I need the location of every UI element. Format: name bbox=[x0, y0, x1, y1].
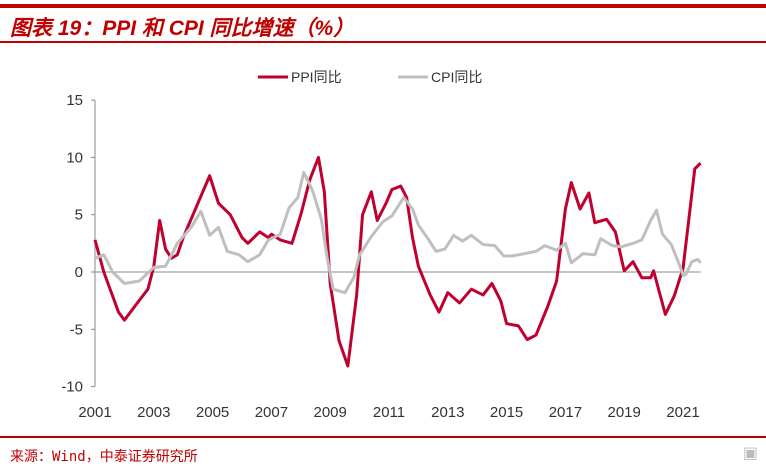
x-tick-label: 2001 bbox=[78, 404, 111, 421]
series-line-ppi bbox=[93, 155, 702, 368]
y-tick-label: 10 bbox=[66, 149, 83, 166]
y-tick-label: 0 bbox=[75, 264, 83, 281]
source-note: 来源：Wind，中泰证券研究所 bbox=[10, 449, 198, 465]
x-tick-label: 2021 bbox=[666, 404, 699, 421]
top-rule bbox=[0, 4, 766, 8]
chart-title: 图表 19：PPI 和 CPI 同比增速（%） bbox=[10, 17, 355, 40]
y-tick-label: -10 bbox=[61, 379, 83, 396]
y-tick-label: -5 bbox=[70, 321, 83, 338]
y-tick-label: 5 bbox=[75, 207, 83, 224]
x-tick-label: 2019 bbox=[608, 404, 641, 421]
x-tick-label: 2003 bbox=[137, 404, 170, 421]
x-tick-label: 2017 bbox=[549, 404, 582, 421]
x-tick-label: 2015 bbox=[490, 404, 523, 421]
x-tick-label: 2013 bbox=[431, 404, 464, 421]
y-tick-label: 15 bbox=[66, 92, 83, 109]
x-tick-label: 2009 bbox=[314, 404, 347, 421]
series-line-cpi bbox=[94, 170, 702, 295]
x-tick-label: 2007 bbox=[255, 404, 288, 421]
watermark-logo: ▣ bbox=[742, 445, 758, 462]
title-rule bbox=[0, 41, 766, 43]
legend-label: CPI同比 bbox=[431, 69, 482, 85]
x-tick-label: 2005 bbox=[196, 404, 229, 421]
x-tick-label: 2011 bbox=[373, 404, 405, 421]
legend-label: PPI同比 bbox=[291, 69, 342, 85]
footer-rule bbox=[0, 436, 766, 438]
